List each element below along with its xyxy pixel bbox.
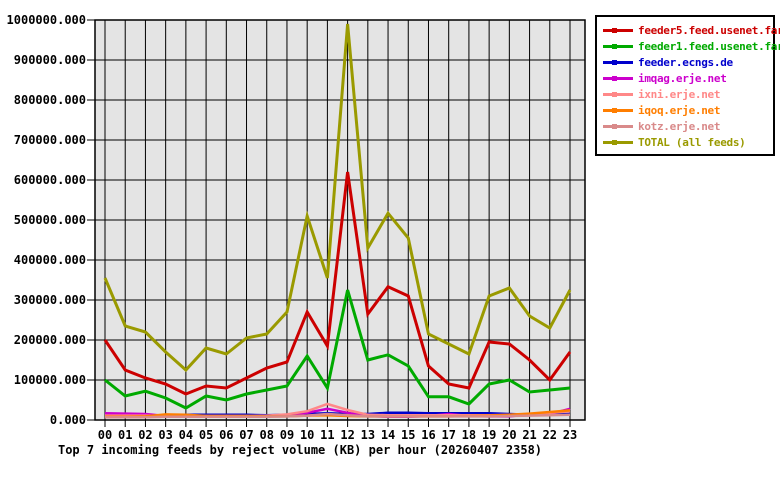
x-axis-tick-label: 20 (502, 428, 516, 442)
legend-label: imqag.erje.net (638, 71, 727, 85)
legend-swatch-line (603, 123, 633, 129)
x-axis-tick-label: 04 (179, 428, 193, 442)
legend-swatch-marker-icon (612, 75, 617, 81)
x-axis-tick-label: 09 (280, 428, 294, 442)
legend-swatch-line (603, 107, 633, 113)
legend-swatch-marker-icon (612, 27, 617, 33)
y-axis-tick-label: 700000.000 (14, 133, 86, 147)
legend-item: imqag.erje.net (603, 70, 769, 86)
x-axis: 00 01 02 03 04 05 06 07 08 09 10 11 12 13 14 15 16 17 18 19… (98, 20, 577, 442)
legend-label: ixni.erje.net (638, 87, 721, 101)
legend-item: iqoq.erje.net (603, 102, 769, 118)
legend-label: feeder5.feed.usenet.farm (638, 23, 780, 37)
legend-swatch-line (603, 139, 633, 145)
series-line-kotz-erje-net (105, 412, 571, 419)
y-axis-tick-label: 200000.000 (14, 333, 86, 347)
x-axis-tick-label: 08 (260, 428, 274, 442)
legend-swatch-marker-icon (612, 139, 617, 145)
y-axis-tick-label: 600000.000 (14, 173, 86, 187)
y-axis-tick-label: 800000.000 (14, 93, 86, 107)
legend-swatch-marker-icon (612, 59, 617, 65)
x-axis-tick-label: 17 (441, 428, 455, 442)
x-axis-tick-label: 14 (381, 428, 395, 442)
y-axis-tick-label: 100000.000 (14, 373, 86, 387)
x-axis-tick-label: 07 (239, 428, 253, 442)
x-axis-tick-label: 02 (138, 428, 152, 442)
legend-item: ixni.erje.net (603, 86, 769, 102)
legend-item: feeder5.feed.usenet.farm (603, 22, 780, 38)
legend-swatch-marker-icon (612, 43, 617, 49)
legend-swatch-marker-icon (612, 107, 617, 113)
x-axis-tick-label: 19 (482, 428, 496, 442)
series-line-feeder5-feed-usenet-farm (103, 171, 572, 396)
x-axis-tick-label: 06 (219, 428, 233, 442)
y-axis-tick-label: 500000.000 (14, 213, 86, 227)
x-axis-tick-label: 00 (98, 428, 112, 442)
legend-swatch-line (603, 59, 633, 65)
y-axis-tick-label: 300000.000 (14, 293, 86, 307)
legend-swatch-line (603, 43, 633, 49)
legend-swatch-line (603, 27, 633, 33)
legend-label: feeder1.feed.usenet.farm (638, 39, 780, 53)
x-axis-tick-label: 18 (462, 428, 476, 442)
legend-swatch-line (603, 91, 633, 97)
x-axis-tick-label: 11 (320, 428, 334, 442)
x-axis-tick-label: 01 (118, 428, 132, 442)
x-axis-tick-label: 15 (401, 428, 415, 442)
legend-item: kotz.erje.net (603, 118, 769, 134)
x-axis-tick-label: 22 (543, 428, 557, 442)
legend-swatch-marker-icon (612, 123, 617, 129)
x-axis-tick-label: 10 (300, 428, 314, 442)
y-axis-tick-label: 1000000.000 (7, 13, 86, 27)
legend-label: feeder.ecngs.de (638, 55, 733, 69)
y-axis-tick-label: 0.000 (50, 413, 86, 427)
plot-border (94, 19, 586, 421)
series-line-total-all-feeds- (103, 23, 572, 373)
chart-title: Top 7 incoming feeds by reject volume (K… (57, 443, 543, 457)
x-axis-tick-label: 05 (199, 428, 213, 442)
x-axis-tick-label: 16 (421, 428, 435, 442)
y-axis: 0.000 100000.000 200000.000 300000.000 40000… (7, 13, 585, 427)
legend-item: feeder.ecngs.de (603, 54, 769, 70)
x-axis-tick-label: 21 (522, 428, 536, 442)
legend-item: TOTAL (all feeds) (603, 134, 769, 150)
x-axis-tick-label: 12 (340, 428, 354, 442)
legend-swatch-line (603, 75, 633, 81)
legend-swatch-marker-icon (612, 91, 617, 97)
x-axis-tick-label: 03 (158, 428, 172, 442)
legend-label: iqoq.erje.net (638, 103, 721, 117)
x-axis-tick-label: 13 (361, 428, 375, 442)
legend: feeder5.feed.usenet.farm feeder1.feed.use… (595, 15, 780, 156)
y-axis-tick-label: 900000.000 (14, 53, 86, 67)
series-line-feeder1-feed-usenet-farm (104, 289, 571, 410)
y-axis-tick-label: 400000.000 (14, 253, 86, 267)
legend-label: kotz.erje.net (638, 119, 721, 133)
legend-item: feeder1.feed.usenet.farm (603, 38, 780, 54)
legend-label: TOTAL (all feeds) (638, 135, 746, 149)
x-axis-tick-label: 23 (563, 428, 577, 442)
